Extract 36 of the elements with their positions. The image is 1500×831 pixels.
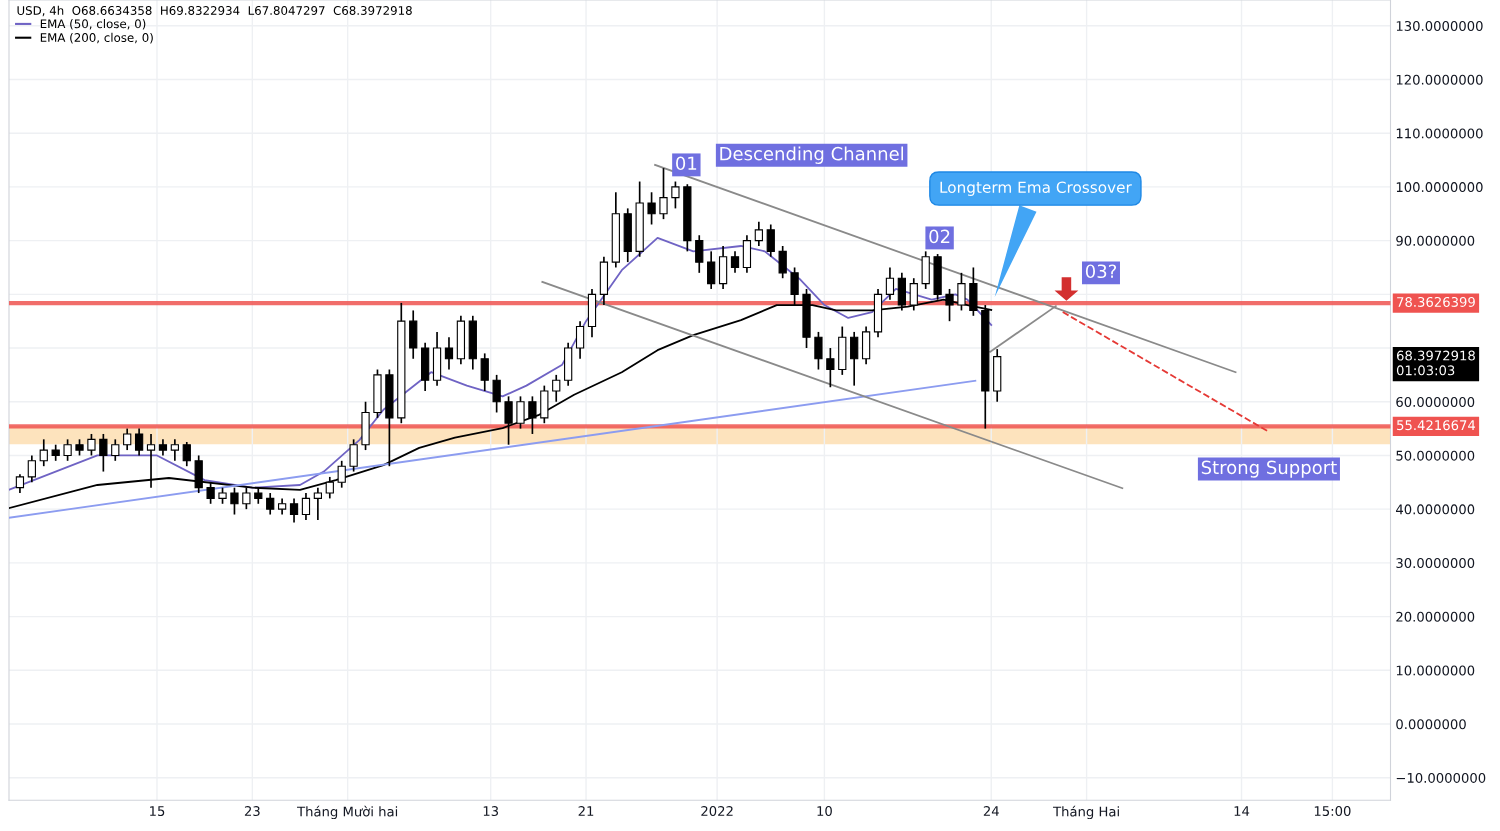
y-tick-label: 130.0000000: [1396, 21, 1483, 31]
x-tick-label: 10: [817, 806, 832, 817]
x-tick-label: 23: [244, 806, 260, 817]
annotation: 02: [929, 229, 950, 244]
y-tick-label: 30.0000000: [1396, 558, 1475, 569]
annotation: 01: [676, 156, 697, 171]
x-tick-label: 2022: [701, 806, 733, 817]
x-tick-label: 14: [1234, 806, 1250, 816]
annotation: 03?: [1085, 264, 1117, 279]
y-tick-label: 90.0000000: [1396, 235, 1475, 246]
y-tick-label: 110.0000000: [1396, 128, 1483, 139]
x-tick-label: Tháng Hai: [1052, 805, 1119, 820]
annotation: Descending Channel: [720, 146, 904, 164]
y-tick-label: 10.0000000: [1396, 665, 1475, 676]
annotation: Strong Support: [1201, 460, 1337, 478]
annotation: Longterm Ema Crossover: [940, 181, 1132, 196]
y-tick-label: 40.0000000: [1396, 504, 1475, 515]
x-tick-label: 24: [983, 806, 999, 816]
y-tick-label: 50.0000000: [1396, 450, 1475, 461]
x-tick-label: 21: [578, 806, 594, 816]
y-tick-label: 60.0000000: [1396, 396, 1475, 407]
x-tick-label: 15:00: [1314, 806, 1351, 817]
x-tick-label: 15: [150, 806, 165, 817]
legend-label: EMA (50, close, 0): [40, 19, 146, 30]
legend-label: EMA (200, close, 0): [40, 32, 153, 44]
text: 68.3972918 01:03:03: [1396, 350, 1475, 376]
chart-title: USD, 4h O68.6634358 H69.8322934 L67.8047297 C68.3972918: [17, 5, 412, 17]
y-tick-label: 0.0000000: [1396, 719, 1466, 730]
y-tick-label: −10.0000000: [1396, 772, 1486, 783]
y-tick-label: 100.0000000: [1396, 182, 1483, 193]
y-tick-label: 20.0000000: [1396, 611, 1475, 622]
y-tick-label: 120.0000000: [1396, 74, 1483, 85]
ref-line-label: 55.4216674: [1397, 420, 1476, 431]
ref-line-label: 78.3626399: [1397, 296, 1475, 307]
x-tick-label: 13: [483, 806, 499, 817]
x-tick-label: Tháng Mười hai: [297, 805, 398, 820]
